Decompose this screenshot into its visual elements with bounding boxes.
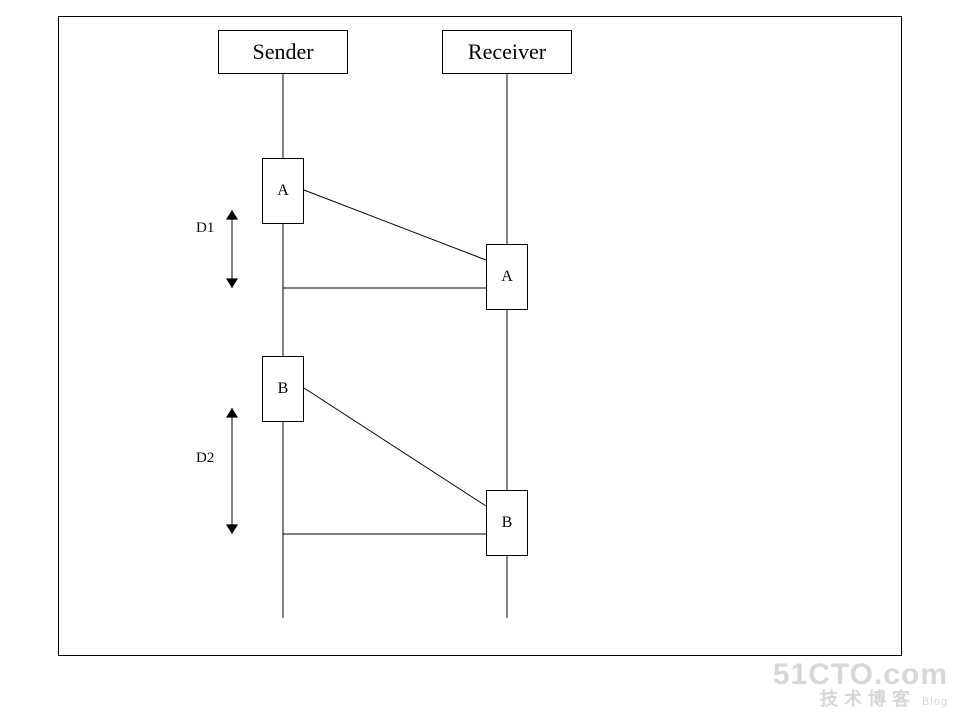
watermark-suffix: Blog xyxy=(922,696,948,708)
lifeline-header-sender-label: Sender xyxy=(252,39,313,65)
activation-sender-a: A xyxy=(262,158,304,224)
activation-receiver-b: B xyxy=(486,490,528,556)
activation-sender-b: B xyxy=(262,356,304,422)
outer-frame xyxy=(58,16,902,656)
lifeline-header-receiver: Receiver xyxy=(442,30,572,74)
delay-label-d2: D2 xyxy=(196,450,214,467)
activation-sender-b-label: B xyxy=(278,380,289,398)
activation-sender-a-label: A xyxy=(277,182,289,200)
delay-label-d1: D1 xyxy=(196,220,214,237)
activation-receiver-b-label: B xyxy=(502,514,513,532)
activation-receiver-a: A xyxy=(486,244,528,310)
activation-receiver-a-label: A xyxy=(501,268,513,286)
watermark-line1: 51CTO.com xyxy=(773,659,948,691)
lifeline-header-receiver-label: Receiver xyxy=(468,39,546,65)
watermark-line2: 技术博客 xyxy=(820,689,916,709)
diagram-canvas: Sender Receiver A A B B D1 D2 51CTO.com … xyxy=(0,0,960,720)
watermark: 51CTO.com 技术博客 Blog xyxy=(773,659,948,710)
lifeline-header-sender: Sender xyxy=(218,30,348,74)
